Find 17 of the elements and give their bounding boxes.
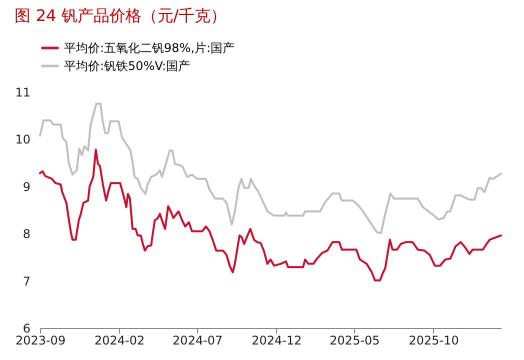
line-series bbox=[39, 148, 502, 282]
legend-label: 平均价:五氧化二钒98%,片:国产 bbox=[64, 41, 235, 55]
x-tick-label: 2024-12 bbox=[252, 334, 302, 348]
x-tick-label: 2025-05 bbox=[330, 334, 380, 348]
y-tick-label: 7 bbox=[22, 274, 30, 288]
x-tick-label: 2024-07 bbox=[172, 334, 223, 348]
x-tick-label: 2024-02 bbox=[94, 334, 145, 348]
x-tick-label: 2023-09 bbox=[15, 334, 66, 348]
y-tick-label: 10 bbox=[15, 132, 30, 147]
y-tick-label: 8 bbox=[22, 227, 30, 242]
chart-title: 图 24 钒产品价格（元/千克） bbox=[14, 6, 227, 25]
legend-label: 平均价:钒铁50%V:国产 bbox=[64, 59, 190, 73]
y-tick-label: 11 bbox=[15, 86, 30, 100]
y-tick-label: 9 bbox=[22, 180, 30, 194]
y-tick-label: 6 bbox=[22, 322, 30, 336]
x-tick-label: 2025-10 bbox=[408, 334, 459, 348]
line-series bbox=[39, 102, 502, 234]
